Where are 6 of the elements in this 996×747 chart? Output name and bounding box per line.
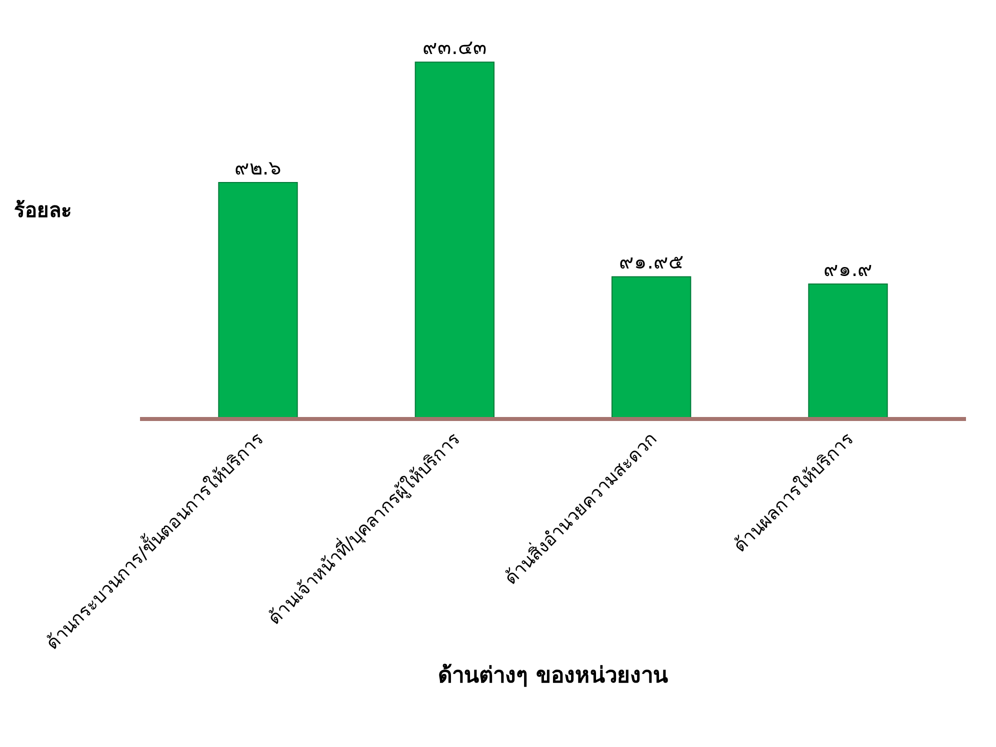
data-label: ๙๓.๔๓ — [422, 35, 487, 60]
data-label: ๙๒.๖ — [234, 155, 282, 180]
data-label: ๙๑.๙๕ — [619, 250, 684, 274]
x-axis-title: ด้านต่างๆ ของหน่วยงาน — [438, 664, 668, 689]
data-label: ๙๑.๙ — [823, 256, 873, 281]
y-axis-title: ร้อยละ — [14, 198, 72, 222]
